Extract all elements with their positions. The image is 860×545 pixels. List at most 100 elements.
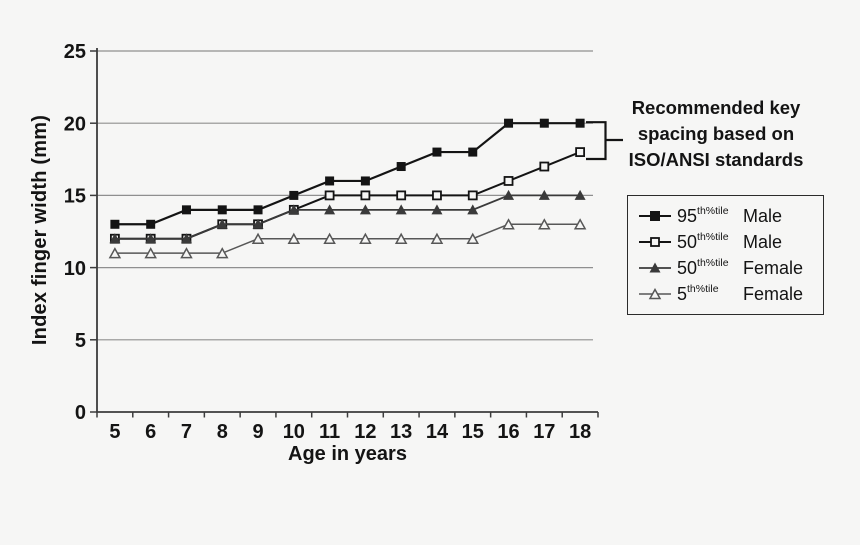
annotation-line-3: ISO/ANSI standards [628, 149, 804, 170]
y-tick-label: 10 [64, 258, 86, 280]
open-triangle-marker-icon [639, 288, 671, 300]
marker-open-square [467, 190, 478, 201]
marker-filled-triangle [467, 204, 479, 215]
annotation-line-1: Recommended key [631, 97, 801, 118]
x-tick-label: 6 [145, 421, 156, 443]
x-tick-label: 9 [252, 421, 263, 443]
marker-open-triangle [251, 232, 265, 244]
x-tick-label: 18 [569, 421, 591, 443]
x-axis-title: Age in years [288, 443, 407, 465]
marker-filled-square [360, 176, 370, 186]
marker-open-square [396, 190, 407, 201]
marker-open-triangle [359, 232, 372, 244]
marker-filled-triangle [324, 204, 336, 215]
marker-filled-square [217, 205, 227, 215]
marker-open-triangle [108, 247, 122, 259]
marker-open-triangle [144, 247, 157, 259]
marker-open-triangle [215, 247, 229, 259]
marker-open-triangle [287, 232, 301, 244]
legend-label-gender: Female [743, 283, 804, 304]
x-tick-label: 11 [319, 421, 340, 443]
x-tick-label: 15 [462, 421, 484, 443]
marker-filled-square [432, 147, 442, 157]
x-tick-label: 16 [497, 421, 519, 443]
marker-open-triangle [430, 232, 444, 244]
marker-open-triangle [466, 232, 480, 244]
marker-filled-square [146, 219, 156, 229]
marker-filled-triangle [538, 189, 550, 200]
legend-label-percentile: 50th%tile [677, 230, 729, 252]
marker-open-square [539, 161, 550, 172]
marker-open-triangle [538, 218, 551, 230]
marker-open-triangle [394, 232, 408, 244]
x-tick-label: 7 [181, 421, 192, 443]
marker-open-triangle [323, 232, 336, 244]
marker-filled-square [325, 176, 335, 186]
marker-filled-square [504, 118, 514, 128]
x-tick-label: 10 [283, 421, 305, 443]
annotation-line-2: spacing based on [637, 123, 795, 144]
marker-open-square [360, 190, 371, 201]
marker-filled-square [575, 118, 585, 128]
marker-filled-triangle [395, 204, 407, 215]
marker-filled-triangle [109, 233, 121, 244]
legend-item-50th-female: 50th%tile Female [639, 255, 823, 281]
marker-open-square [503, 176, 514, 186]
marker-filled-square [289, 190, 299, 200]
x-tick-label: 17 [533, 421, 555, 443]
y-tick-label: 0 [75, 402, 86, 424]
marker-filled-triangle [180, 233, 192, 244]
marker-open-triangle [180, 247, 193, 259]
legend-label-gender: Female [743, 257, 804, 278]
marker-filled-triangle [145, 233, 157, 244]
marker-filled-triangle [503, 189, 515, 200]
open-square-marker-icon [639, 237, 671, 247]
marker-filled-square [181, 205, 191, 215]
marker-filled-square [253, 205, 263, 215]
x-tick-label: 5 [109, 421, 120, 443]
x-tick-label: 14 [426, 421, 449, 443]
marker-filled-triangle [288, 204, 300, 215]
x-tick-label: 13 [390, 421, 412, 443]
marker-filled-triangle [359, 204, 371, 215]
series-line-0 [114, 122, 581, 226]
y-axis-title: Index finger width (mm) [29, 114, 51, 346]
legend-item-5th-female: 5th%tile Female [639, 281, 823, 307]
series-line-2 [114, 194, 581, 240]
marker-filled-triangle [431, 204, 443, 215]
series-line-3 [114, 223, 581, 254]
legend-label-gender: Male [743, 205, 783, 226]
marker-filled-square [396, 162, 406, 172]
axis-lines [96, 48, 598, 413]
marker-filled-square [110, 219, 120, 229]
marker-filled-square [539, 118, 549, 128]
filled-square-marker-icon [639, 211, 671, 221]
legend-label-percentile: 95th%tile [677, 204, 729, 226]
marker-open-square [432, 190, 442, 201]
marker-filled-triangle [574, 189, 586, 200]
y-tick-label: 5 [75, 330, 86, 352]
marker-open-square [575, 147, 586, 157]
x-tick-label: 12 [354, 421, 376, 443]
legend-label-percentile: 5th%tile [677, 282, 719, 304]
legend-label-percentile: 50th%tile [677, 256, 729, 278]
annotation-bracket [586, 121, 623, 161]
y-tick-label: 20 [64, 113, 86, 135]
marker-filled-square [468, 147, 478, 157]
marker-open-triangle [502, 218, 515, 230]
marker-open-square [324, 190, 335, 201]
marker-filled-triangle [216, 218, 228, 229]
x-tick-label: 8 [217, 421, 228, 443]
legend-label-gender: Male [743, 231, 783, 252]
y-tick-label: 25 [64, 41, 86, 63]
filled-triangle-marker-icon [639, 262, 671, 273]
marker-filled-triangle [252, 218, 264, 229]
legend-item-95th-male: 95th%tile Male [639, 203, 823, 229]
legend-box: 95th%tile Male 50th%tile Male 50th%tile … [627, 195, 824, 315]
annotation-text: Recommended key spacing based on ISO/ANS… [608, 95, 824, 173]
legend-item-50th-male: 50th%tile Male [639, 229, 823, 255]
marker-open-triangle [573, 218, 587, 230]
y-tick-label: 15 [64, 186, 86, 208]
